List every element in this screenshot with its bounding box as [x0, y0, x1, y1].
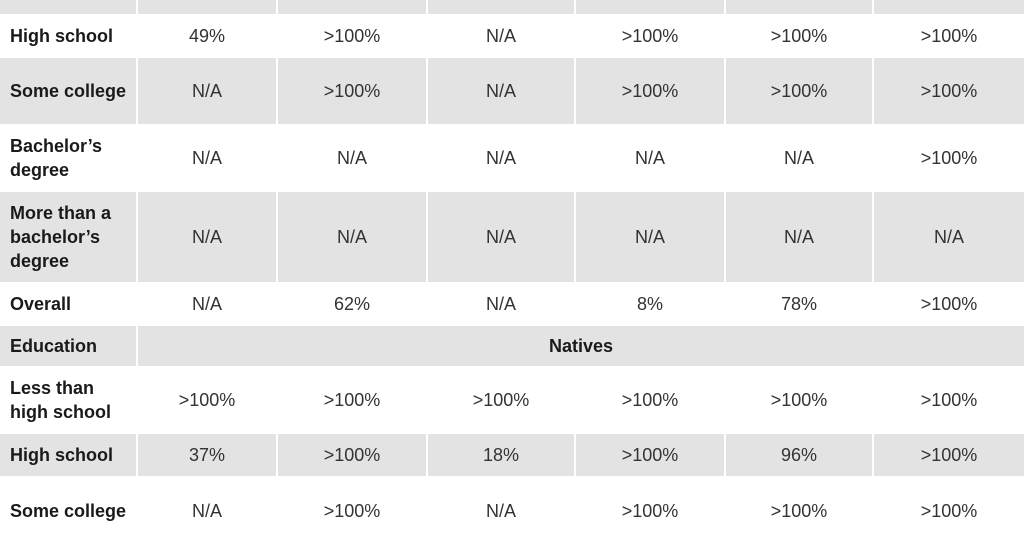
table-row: High school 49% >100% N/A >100% >100% >1…: [0, 16, 1024, 58]
cell-value: 62%: [278, 284, 428, 324]
cell-value: >100%: [278, 16, 428, 56]
cell-value: N/A: [428, 126, 576, 190]
cell-value: >100%: [726, 368, 874, 432]
cell-value: >100%: [278, 434, 428, 476]
cell-value: >100%: [920, 501, 978, 521]
section-label: Education: [0, 326, 138, 366]
cell-value: N/A: [138, 192, 278, 282]
section-header-row: Education Natives: [0, 326, 1024, 368]
cell-value: N/A: [428, 192, 576, 282]
table-row: Some college N/A >100% N/A >100% >100% >…: [0, 58, 1024, 126]
row-label: Overall: [0, 284, 138, 324]
row-label: Bachelor’s degree: [0, 126, 138, 190]
cell-value: N/A: [278, 126, 428, 190]
cell-value: N/A: [138, 58, 278, 124]
cell-value: >100%: [576, 368, 726, 432]
cell-value: 96%: [726, 434, 874, 476]
cell-value: 37%: [138, 434, 278, 476]
cell-value: 8%: [576, 284, 726, 324]
cell-value: >100%: [874, 434, 1024, 476]
row-label: Less than high school: [0, 368, 138, 432]
cell-value: >100%: [726, 478, 874, 544]
row-label: More than a bachelor’s degree: [0, 192, 138, 282]
cell-value: >100%: [576, 478, 726, 544]
cell-value: N/A: [428, 478, 576, 544]
cell-value: N/A: [576, 126, 726, 190]
cell-value: N/A: [138, 478, 278, 544]
row-label: High school: [0, 16, 138, 56]
row-label: Some college: [0, 58, 138, 124]
cell-value: >100%: [576, 434, 726, 476]
table-row: Overall N/A 62% N/A 8% 78% >100%: [0, 284, 1024, 326]
cell-value: >100%: [576, 16, 726, 56]
table-row: More than a bachelor’s degree N/A N/A N/…: [0, 192, 1024, 284]
cell-value: N/A: [576, 192, 726, 282]
cell-value: >100%: [726, 58, 874, 124]
cell-value: N/A: [726, 126, 874, 190]
cell-value: N/A: [138, 126, 278, 190]
cell-value: N/A: [428, 16, 576, 56]
cell-value: >100%: [278, 368, 428, 432]
row-label: [0, 0, 138, 14]
row-label: Some college: [0, 478, 138, 544]
table-row: Some college N/A >100% N/A >100% >100% >…: [0, 478, 1024, 546]
cell-value: >100%: [576, 58, 726, 124]
table-row-partial: [0, 0, 1024, 16]
cell-value: >100%: [920, 390, 978, 410]
table-row: High school 37% >100% 18% >100% 96% >100…: [0, 434, 1024, 478]
cell-value: N/A: [874, 192, 1024, 282]
cell-value: N/A: [138, 284, 278, 324]
table-row: Bachelor’s degree N/A N/A N/A N/A N/A >1…: [0, 126, 1024, 192]
cell-value: 49%: [138, 16, 278, 56]
cell-value: >100%: [278, 58, 428, 124]
cell-value: >100%: [138, 368, 278, 432]
cell-value: N/A: [428, 58, 576, 124]
row-label: High school: [0, 434, 138, 476]
cell-value: >100%: [874, 58, 1024, 124]
cell-value: >100%: [920, 26, 978, 46]
cell-value: 18%: [428, 434, 576, 476]
cell-value: 78%: [726, 284, 874, 324]
cell-value: >100%: [920, 148, 978, 168]
cell-value: >100%: [920, 294, 978, 314]
table-row: Less than high school >100% >100% >100% …: [0, 368, 1024, 434]
cell-value: >100%: [278, 478, 428, 544]
section-title: Natives: [138, 326, 1024, 366]
cell-value: N/A: [726, 192, 874, 282]
cell-value: >100%: [428, 368, 576, 432]
cell-value: >100%: [726, 16, 874, 56]
cell-value: N/A: [278, 192, 428, 282]
cell-value: N/A: [428, 284, 576, 324]
